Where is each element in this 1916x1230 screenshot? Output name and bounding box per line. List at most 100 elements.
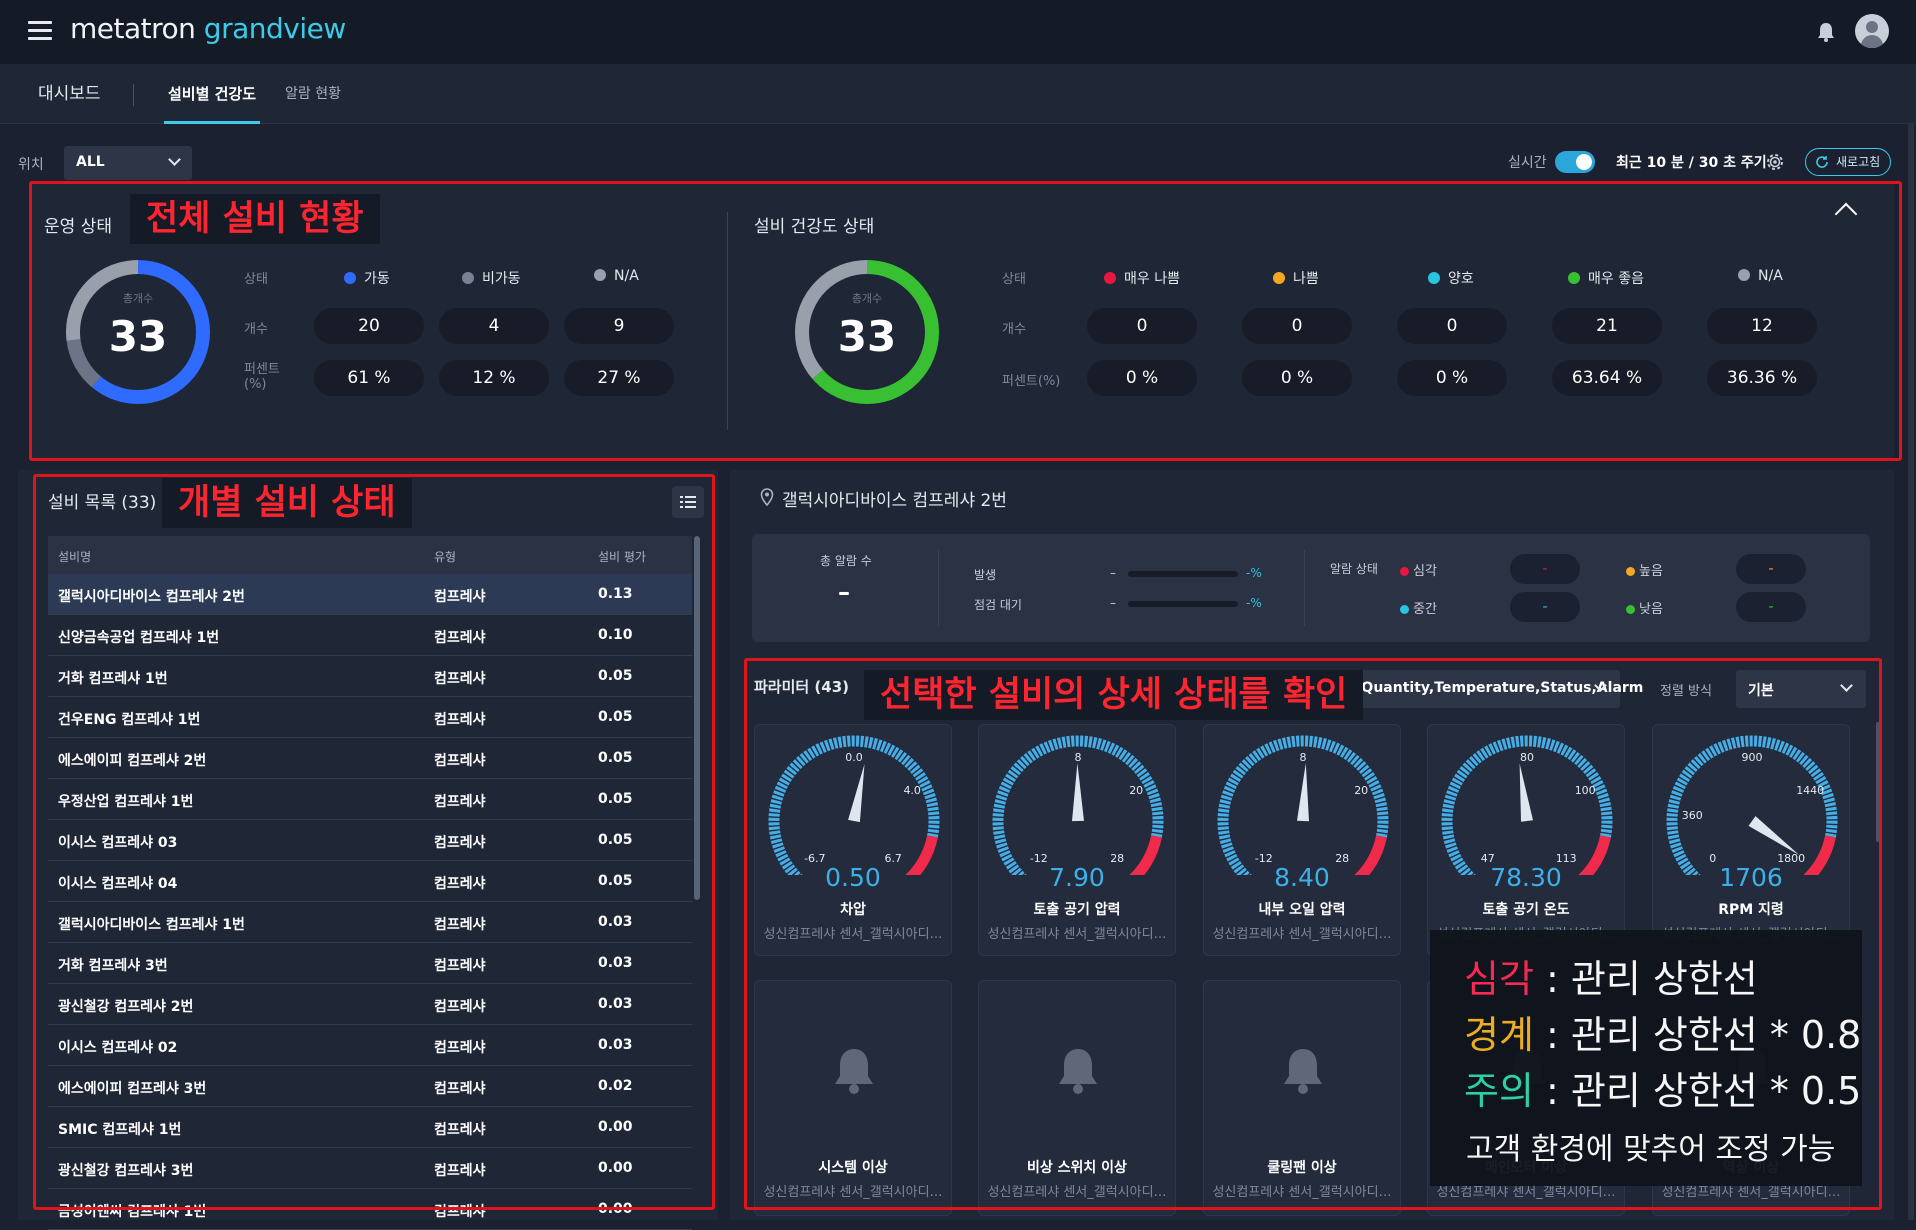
- realtime-toggle[interactable]: [1555, 151, 1595, 173]
- table-row[interactable]: SMIC 컴프레샤 1번 컴프레샤 0.00: [48, 1107, 692, 1148]
- gauge-value: 7.90: [1049, 863, 1105, 892]
- gauge-tick: 0.0: [845, 751, 863, 764]
- cell-name: 건우ENG 컴프레샤 1번: [58, 712, 201, 728]
- location-label: 위치: [18, 157, 44, 173]
- legend-bad: 나쁨: [1273, 268, 1319, 288]
- cell-name: 거화 컴프레샤 3번: [58, 958, 168, 974]
- legend-line-critical: 심각 : 관리 상한선: [1464, 948, 1758, 1003]
- gauge-card[interactable]: -12 8 20 28 7.90 토출 공기 압력 성신컴프레샤 센서_갤럭시아디…: [978, 724, 1176, 956]
- col-name[interactable]: 설비명: [58, 550, 92, 564]
- table-row[interactable]: 광신철강 컴프레샤 3번 컴프레샤 0.00: [48, 1148, 692, 1189]
- level-low-value: -: [1736, 592, 1806, 622]
- gauge-card[interactable]: -12 8 20 28 8.40 내부 오일 압력 성신컴프레샤 센서_갤럭시아디…: [1203, 724, 1401, 956]
- dot-na: [594, 269, 606, 281]
- menu-icon[interactable]: [28, 21, 52, 41]
- list-view-button[interactable]: [672, 486, 704, 518]
- table-row[interactable]: 신양금속공업 컴프레샤 1번 컴프레샤 0.10: [48, 615, 692, 656]
- gauge-tick: 8: [1075, 751, 1082, 764]
- gauge-tick: 0: [1709, 852, 1716, 865]
- sort-select[interactable]: 기본: [1736, 670, 1866, 708]
- gauge-name: 토출 공기 온도: [1482, 902, 1570, 918]
- dot-critical: [1400, 567, 1409, 576]
- legend-caution-rest: : 관리 상한선 * 0.5: [1533, 1069, 1862, 1113]
- dot-low: [1626, 605, 1635, 614]
- table-row[interactable]: 갤럭시아디바이스 컴프레샤 1번 컴프레샤 0.03: [48, 902, 692, 943]
- alarm-card[interactable]: 쿨링팬 이상 성신컴프레샤 센서_갤럭시아디…: [1203, 980, 1401, 1216]
- tab-bar: 대시보드 설비별 건강도 알람 현황: [0, 64, 1916, 124]
- tab-dashboard[interactable]: 대시보드: [38, 84, 101, 104]
- dot-high: [1626, 567, 1635, 576]
- legend-very-bad-text: 매우 나쁨: [1124, 271, 1180, 287]
- legend-note: 고객 환경에 맞추어 조정 가능: [1466, 1132, 1836, 1167]
- gauge-tick: 900: [1742, 751, 1763, 764]
- table-row[interactable]: 에스에이피 컴프레샤 2번 컴프레샤 0.05: [48, 738, 692, 779]
- cell-name: 광신철강 컴프레샤 2번: [58, 999, 194, 1015]
- dot-medium: [1400, 605, 1409, 614]
- gauge-tick: -12: [1255, 852, 1273, 865]
- refresh-button[interactable]: 새로고침: [1805, 148, 1891, 176]
- logo-text-2: grandview: [203, 12, 346, 45]
- pending-bar: [1128, 601, 1238, 607]
- alarm-card[interactable]: 비상 스위치 이상 성신컴프레샤 센서_갤럭시아디…: [978, 980, 1176, 1216]
- page-scrollbar[interactable]: [1908, 124, 1914, 1220]
- cell-type: 컴프레샤: [434, 1163, 486, 1179]
- table-row[interactable]: 거화 컴프레샤 3번 컴프레샤 0.03: [48, 943, 692, 984]
- table-row[interactable]: 이시스 컴프레샤 02 컴프레샤 0.03: [48, 1025, 692, 1066]
- app-logo[interactable]: metatron grandview: [70, 12, 346, 45]
- dot-health-na: [1738, 269, 1750, 281]
- user-avatar[interactable]: [1855, 14, 1889, 48]
- cell-name: 금성이엔씨 컴프레샤 1번: [58, 1204, 207, 1220]
- level-high-text: 높음: [1639, 564, 1663, 579]
- table-row[interactable]: 거화 컴프레샤 1번 컴프레샤 0.05: [48, 656, 692, 697]
- table-row[interactable]: 이시스 컴프레샤 03 컴프레샤 0.05: [48, 820, 692, 861]
- cell-name: 갤럭시아디바이스 컴프레샤 2번: [58, 589, 245, 605]
- realtime-label: 실시간: [1508, 155, 1547, 171]
- tab-alarm-status[interactable]: 알람 현황: [285, 86, 341, 102]
- gauge-tick: 100: [1575, 784, 1596, 797]
- pending-pct: -%: [1246, 596, 1262, 610]
- table-row[interactable]: 이시스 컴프레샤 04 컴프레샤 0.05: [48, 861, 692, 902]
- hl-pct-na: 36.36 %: [1707, 360, 1817, 396]
- gauge-name: 차압: [840, 902, 866, 918]
- parameter-scrollbar[interactable]: [1876, 722, 1881, 842]
- donut-total: 33: [108, 312, 168, 361]
- gauge-limit-arc: [1803, 835, 1836, 875]
- cell-name: 이시스 컴프레샤 04: [58, 876, 178, 892]
- alarm-card[interactable]: 시스템 이상 성신컴프레샤 센서_갤럭시아디…: [754, 980, 952, 1216]
- tab-divider: [133, 84, 134, 106]
- chevron-down-icon: [1840, 679, 1853, 692]
- gauge-name: 내부 오일 압력: [1258, 902, 1346, 918]
- col-type[interactable]: 유형: [434, 550, 457, 564]
- table-row[interactable]: 광신철강 컴프레샤 2번 컴프레샤 0.03: [48, 984, 692, 1025]
- table-row[interactable]: 금성이엔씨 컴프레샤 1번 컴프레샤 0.00: [48, 1189, 692, 1230]
- occur-pct: -%: [1246, 566, 1262, 580]
- equipment-list-title: 설비 목록 (33): [48, 493, 157, 513]
- col-score[interactable]: 설비 평가: [598, 550, 646, 564]
- location-select[interactable]: ALL: [64, 146, 192, 180]
- level-critical-text: 심각: [1413, 564, 1437, 579]
- legend-very-good: 매우 좋음: [1568, 268, 1644, 288]
- cell-type: 컴프레샤: [434, 1122, 486, 1138]
- selected-equipment-title: 갤럭시아디바이스 컴프레샤 2번: [782, 491, 1007, 511]
- tab-equipment-health[interactable]: 설비별 건강도: [164, 64, 261, 124]
- bell-icon[interactable]: [1815, 20, 1837, 44]
- list-scrollbar[interactable]: [694, 536, 700, 900]
- legend-critical-rest: : 관리 상한선: [1533, 957, 1758, 1001]
- bell-icon: [835, 1049, 873, 1094]
- table-row[interactable]: 건우ENG 컴프레샤 1번 컴프레샤 0.05: [48, 697, 692, 738]
- table-row[interactable]: 갤럭시아디바이스 컴프레샤 2번 컴프레샤 0.13: [48, 574, 692, 615]
- occur-bar: [1128, 571, 1238, 577]
- cell-type: 컴프레샤: [434, 999, 486, 1015]
- hl-status-label: 상태: [1002, 272, 1026, 287]
- gear-icon[interactable]: [1764, 151, 1786, 173]
- table-row[interactable]: 에스에이피 컴프레샤 3번 컴프레샤 0.02: [48, 1066, 692, 1107]
- table-row[interactable]: 우정산업 컴프레샤 1번 컴프레샤 0.05: [48, 779, 692, 820]
- cell-type: 컴프레샤: [434, 958, 486, 974]
- gauge-tick: 20: [1354, 784, 1368, 797]
- alarm-divider-1: [938, 550, 939, 626]
- location-value: ALL: [76, 154, 105, 170]
- gauge-card[interactable]: -6.7 0.0 4.0 6.7 0.50 차압 성신컴프레샤 센서_갤럭시아디…: [754, 724, 952, 956]
- alarm-sensor: 성신컴프레샤 센서_갤럭시아디…: [1212, 1185, 1392, 1200]
